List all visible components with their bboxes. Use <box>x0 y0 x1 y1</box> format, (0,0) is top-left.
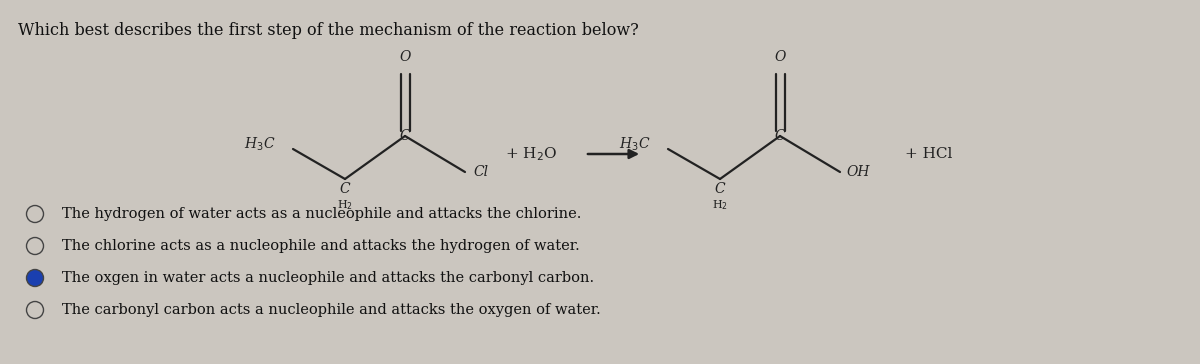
Text: C: C <box>340 182 350 196</box>
Text: O: O <box>400 50 410 64</box>
Text: Cl: Cl <box>473 165 488 179</box>
Text: H$_2$: H$_2$ <box>337 198 353 212</box>
Text: + HCl: + HCl <box>905 147 953 161</box>
Text: C: C <box>715 182 725 196</box>
Text: H$_2$: H$_2$ <box>712 198 728 212</box>
Text: C: C <box>400 129 410 143</box>
Circle shape <box>26 269 43 286</box>
Text: O: O <box>774 50 786 64</box>
Text: Which best describes the first step of the mechanism of the reaction below?: Which best describes the first step of t… <box>18 22 638 39</box>
Text: + H$_2$O: + H$_2$O <box>505 145 557 163</box>
Text: H$_3$C: H$_3$C <box>619 135 650 153</box>
Text: The carbonyl carbon acts a nucleophile and attacks the oxygen of water.: The carbonyl carbon acts a nucleophile a… <box>62 303 601 317</box>
Text: H$_3$C: H$_3$C <box>244 135 275 153</box>
Text: The hydrogen of water acts as a nucleophile and attacks the chlorine.: The hydrogen of water acts as a nucleoph… <box>62 207 581 221</box>
Text: The chlorine acts as a nucleophile and attacks the hydrogen of water.: The chlorine acts as a nucleophile and a… <box>62 239 580 253</box>
Text: The oxgen in water acts a nucleophile and attacks the carbonyl carbon.: The oxgen in water acts a nucleophile an… <box>62 271 594 285</box>
Text: C: C <box>775 129 785 143</box>
Text: OH: OH <box>846 165 870 179</box>
